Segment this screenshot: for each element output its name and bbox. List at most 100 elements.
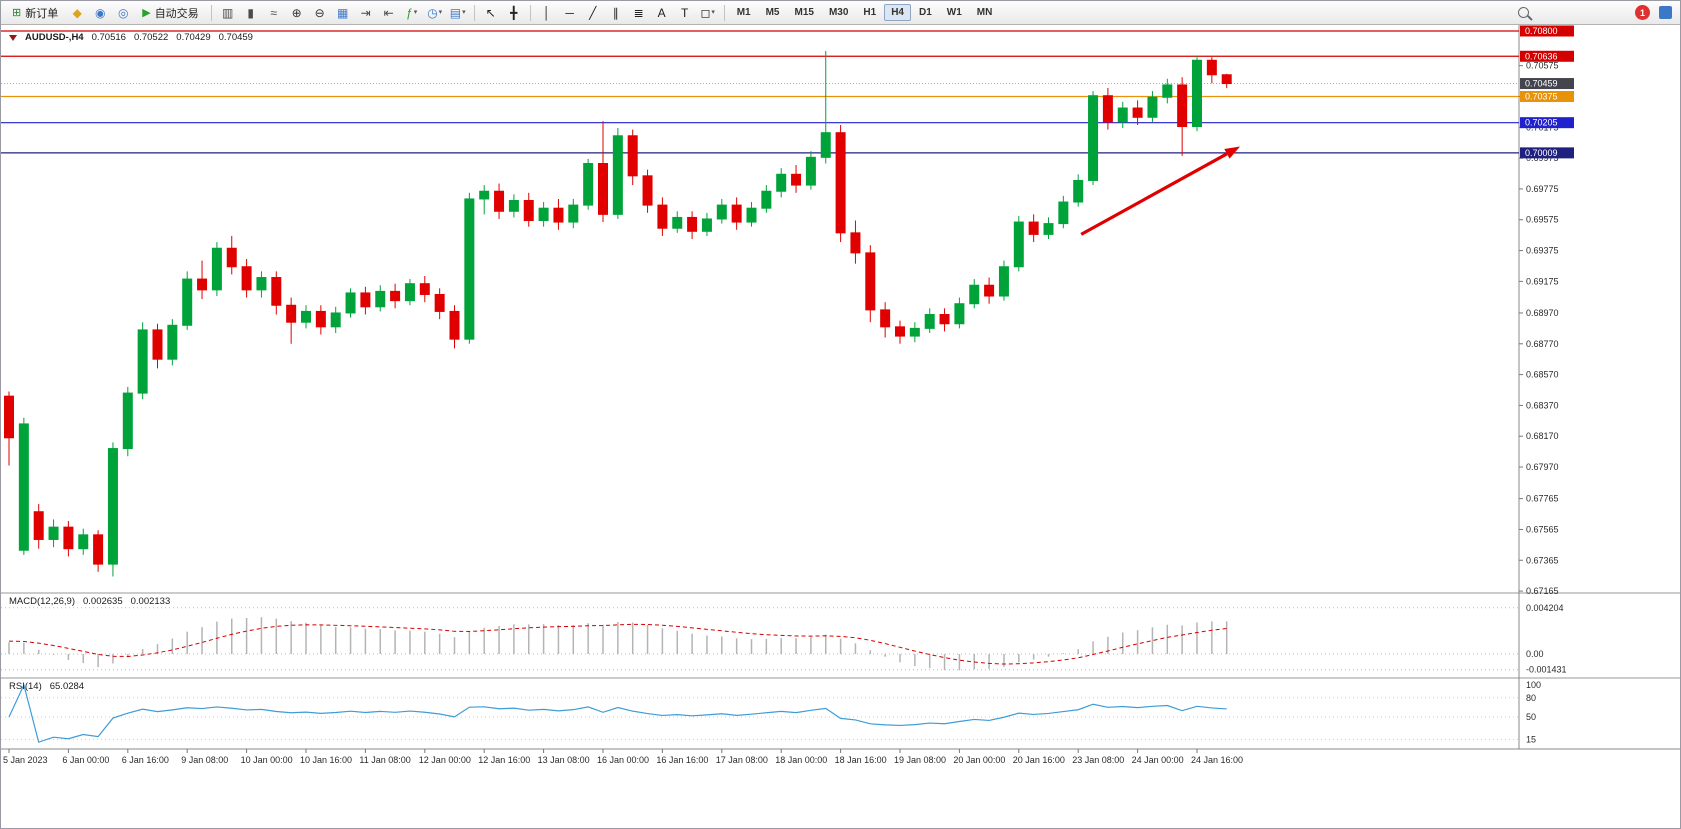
shapes-icon[interactable]: ◻ ▾: [697, 4, 719, 22]
macd-axis-label: 0.004204: [1526, 603, 1564, 613]
time-axis-label: 10 Jan 00:00: [241, 755, 293, 765]
candle-body: [568, 204, 579, 223]
candle-body: [969, 284, 980, 305]
price-tick-label: 0.68170: [1526, 431, 1559, 441]
candle-body: [197, 278, 208, 291]
text-icon[interactable]: A: [651, 4, 673, 22]
candle-body: [152, 329, 163, 360]
candle-body: [909, 327, 920, 337]
price-tick-label: 0.68570: [1526, 370, 1559, 380]
timeframe-button-d1[interactable]: D1: [919, 7, 932, 18]
symbol-marker-icon: [9, 34, 17, 41]
candle-body: [523, 199, 534, 222]
timeframe-button-mn[interactable]: MN: [976, 7, 993, 18]
chart-canvas[interactable]: 0.705750.703750.701750.699750.697750.695…: [1, 25, 1681, 829]
equidistant-channel-icon[interactable]: ∥: [605, 4, 627, 22]
line-chart-icon-glyph: ≈: [270, 5, 277, 20]
timeframe-button-h1[interactable]: H1: [863, 7, 877, 18]
candle-body: [553, 207, 564, 223]
price-tick-label: 0.69375: [1526, 246, 1559, 256]
candle-body: [627, 135, 638, 177]
price-tick-label: 0.69575: [1526, 215, 1559, 225]
time-axis-label: 18 Jan 00:00: [775, 755, 827, 765]
trend-arrow-head[interactable]: [1224, 146, 1241, 159]
candle-body: [508, 199, 519, 212]
notification-badge[interactable]: 1: [1635, 5, 1650, 20]
candle-body: [1102, 95, 1113, 123]
vertical-line-icon[interactable]: │: [536, 4, 558, 22]
candlestick-chart-icon[interactable]: ▮: [240, 4, 262, 22]
candle-body: [375, 290, 386, 308]
timeframe-button-m15[interactable]: M15: [794, 7, 814, 18]
support-icon[interactable]: ◎: [112, 4, 134, 22]
new-order-button[interactable]: ⊞ 新订单: [5, 2, 65, 24]
candle-body: [939, 314, 950, 325]
gold-icon[interactable]: ◆: [66, 4, 88, 22]
trendline-icon[interactable]: ╱: [582, 4, 604, 22]
chart-symbol-header: AUDUSD-,H4 0.70516 0.70522 0.70429 0.704…: [9, 32, 253, 43]
candle-body: [984, 284, 995, 297]
cursor-icon[interactable]: ↖: [480, 4, 502, 22]
fibonacci-icon[interactable]: ≣: [628, 4, 650, 22]
timeframe-button-h4[interactable]: H4: [884, 4, 911, 21]
candle-body: [1117, 107, 1128, 123]
price-level-label: [1520, 25, 1574, 37]
templates-icon[interactable]: ▤ ▾: [447, 4, 469, 22]
time-axis-label: 6 Jan 00:00: [62, 755, 109, 765]
price-level-label: [1520, 117, 1574, 129]
candle-body: [390, 290, 401, 302]
rsi-value: 65.0284: [49, 681, 85, 692]
horizontal-line-icon[interactable]: ─: [559, 4, 581, 22]
time-axis-label: 20 Jan 00:00: [953, 755, 1005, 765]
candle-body: [731, 204, 742, 223]
auto-scroll-icon[interactable]: ⇥: [355, 4, 377, 22]
line-chart-icon[interactable]: ≈: [263, 4, 285, 22]
price-tick-label: 0.67765: [1526, 494, 1559, 504]
candle-body: [286, 304, 297, 323]
crosshair-icon[interactable]: ╋: [503, 4, 525, 22]
horizontal-line-icon-glyph: ─: [565, 5, 574, 20]
candle-body: [404, 283, 415, 302]
price-tick-label: 0.67165: [1526, 586, 1559, 596]
bar-chart-icon[interactable]: ▥: [217, 4, 239, 22]
chart-shift-icon[interactable]: ⇤: [378, 4, 400, 22]
candle-body: [33, 511, 44, 540]
price-level-label: [1520, 50, 1574, 62]
time-axis-label: 17 Jan 08:00: [716, 755, 768, 765]
candle-body: [716, 204, 727, 220]
timeframe-button-m1[interactable]: M1: [736, 7, 751, 18]
candle-body: [1192, 59, 1202, 128]
indicators-icon[interactable]: ƒ ▾: [401, 4, 423, 22]
periods-icon[interactable]: ◷ ▾: [424, 4, 446, 22]
candle-body: [345, 292, 356, 314]
price-tick-label: 0.67365: [1526, 555, 1559, 565]
candle-body: [1147, 96, 1158, 118]
auto-trading-button-label: 自动交易: [154, 7, 199, 20]
time-axis-label: 10 Jan 16:00: [300, 755, 352, 765]
candle-body: [241, 266, 252, 291]
macd-axis-label: 0.00: [1526, 649, 1544, 659]
candle-body: [820, 132, 831, 158]
candle-body: [211, 247, 222, 291]
chat-icon[interactable]: [1654, 4, 1676, 22]
timeframe-button-m5[interactable]: M5: [765, 7, 780, 18]
new-order-button-label: 新订单: [25, 7, 59, 20]
mql5-community-icon[interactable]: ◉: [89, 4, 111, 22]
toolbar-separator: [210, 4, 212, 21]
text-label-icon[interactable]: T: [674, 4, 696, 22]
zoom-in-icon[interactable]: ⊕: [286, 4, 308, 22]
candle-body: [805, 156, 816, 186]
tile-windows-icon[interactable]: ▦: [332, 4, 354, 22]
timeframe-button-w1[interactable]: W1: [946, 7, 962, 18]
rsi-name: RSI(14): [9, 681, 42, 692]
auto-trading-button[interactable]: ▶ 自动交易: [135, 2, 205, 24]
candle-body: [167, 324, 178, 360]
trend-arrow-line[interactable]: [1080, 152, 1228, 236]
search-icon[interactable]: [1512, 4, 1534, 22]
dropdown-caret-icon: ▾: [462, 9, 466, 16]
candle-body: [598, 163, 608, 215]
timeframe-button-m30[interactable]: M30: [828, 7, 849, 18]
zoom-out-icon[interactable]: ⊖: [309, 4, 331, 22]
rsi-axis-label: 80: [1526, 693, 1536, 703]
tile-windows-icon-glyph: ▦: [337, 5, 349, 20]
